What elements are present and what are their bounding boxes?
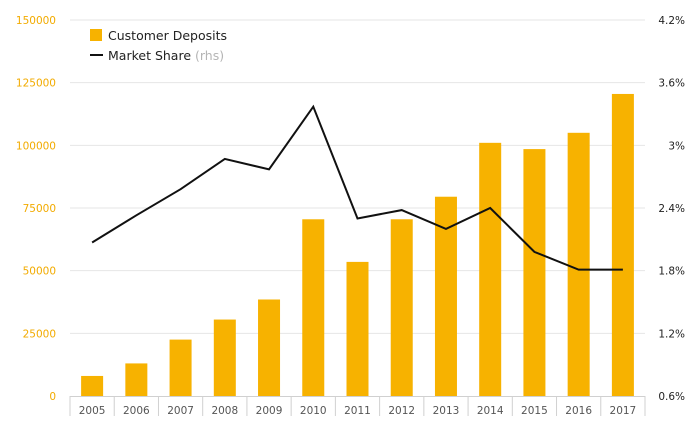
x-tick-label: 2010 — [300, 405, 327, 417]
bar — [213, 319, 236, 396]
y-right-tick-label: 0.6% — [658, 391, 685, 403]
bar — [125, 363, 148, 396]
y-right-tick-label: 1.8% — [658, 266, 685, 278]
x-tick-label: 2005 — [79, 405, 106, 417]
grid-lines — [70, 19, 645, 334]
y-right-tick-label: 3% — [668, 140, 685, 152]
bar — [169, 339, 192, 396]
x-tick-label: 2012 — [388, 405, 415, 417]
x-tick-label: 2011 — [344, 405, 371, 417]
x-tick-label: 2008 — [211, 405, 238, 417]
deposit-bars — [81, 93, 634, 397]
legend-swatch-deposits — [90, 29, 102, 41]
x-tick-label: 2013 — [433, 405, 460, 417]
y-right-tick-label: 4.2% — [658, 15, 685, 27]
legend-market-share-name: Market Share — [108, 48, 191, 63]
market-share-line — [91, 104, 623, 271]
legend-market-share-suffix: (rhs) — [195, 48, 224, 63]
x-tick-label: 2015 — [521, 405, 548, 417]
y-left-tick-label: 150000 — [16, 15, 56, 27]
bar — [302, 219, 325, 396]
axes: 0 0.6% 25000 1.2% 50000 1.8% 75000 2.4% 100000 3%… — [16, 15, 685, 417]
y-left-tick-label: 75000 — [23, 203, 56, 215]
y-right-tick-label: 2.4% — [658, 203, 685, 215]
y-left-tick-label: 125000 — [16, 78, 56, 90]
legend-label-market-share: Market Share (rhs) — [108, 48, 224, 63]
legend: Customer Deposits Market Share (rhs) — [90, 28, 227, 63]
y-right-tick-label: 1.2% — [658, 328, 685, 340]
bar — [258, 299, 281, 396]
bar — [81, 375, 104, 396]
bar — [390, 219, 413, 396]
y-left-tick-label: 25000 — [23, 328, 56, 340]
y-left-tick-label: 50000 — [23, 266, 56, 278]
bar — [434, 196, 457, 396]
y-left-tick-label: 100000 — [16, 140, 56, 152]
bar — [611, 93, 634, 397]
bar — [346, 261, 369, 396]
x-tick-label: 2014 — [477, 405, 504, 417]
market-share-line-group — [91, 104, 623, 271]
bar — [567, 132, 590, 397]
y-left-tick-label: 0 — [49, 391, 56, 403]
legend-label-deposits: Customer Deposits — [108, 28, 227, 43]
x-tick-label: 2006 — [123, 405, 150, 417]
x-tick-label: 2007 — [167, 405, 194, 417]
x-tick-label: 2017 — [610, 405, 637, 417]
x-tick-label: 2016 — [565, 405, 592, 417]
y-right-tick-label: 3.6% — [658, 78, 685, 90]
bar — [479, 142, 502, 396]
bar — [523, 149, 546, 396]
x-tick-label: 2009 — [256, 405, 283, 417]
